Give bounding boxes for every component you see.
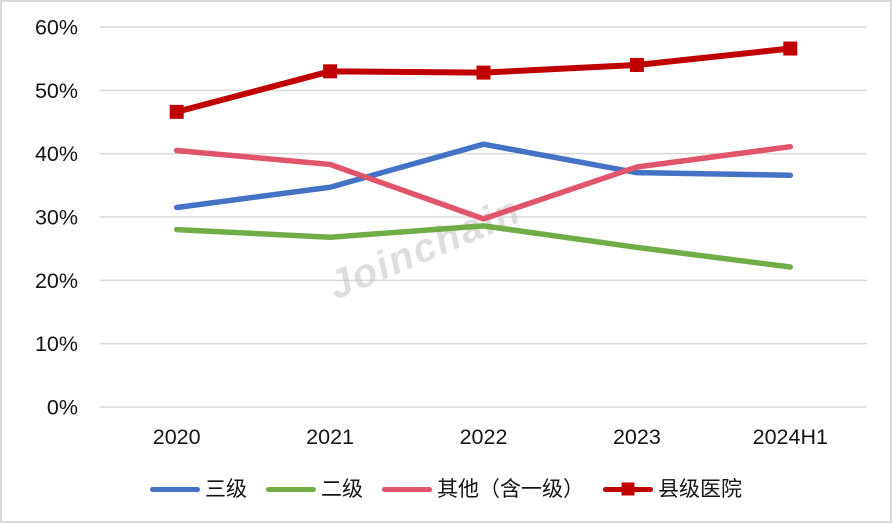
series-square-marker xyxy=(783,41,798,56)
y-axis-tick-label: 10% xyxy=(35,332,78,356)
series-line-1 xyxy=(173,141,794,211)
series-line-2 xyxy=(173,223,794,270)
legend-item-tier3: 三级 xyxy=(150,479,247,500)
series-square-marker xyxy=(323,64,338,79)
series-square-marker xyxy=(476,65,491,80)
legend-line-swatch-other xyxy=(382,486,432,492)
y-axis-tick-label: 30% xyxy=(35,206,78,230)
watermark: Joinchain xyxy=(322,188,528,308)
x-axis-tick-label: 2020 xyxy=(153,425,201,449)
y-axis-tick-label: 40% xyxy=(35,142,78,166)
chart-legend: 三级 二级 其他（含一级） 县级医院 xyxy=(2,468,890,510)
legend-line-square-swatch-county-hospital xyxy=(603,482,653,496)
series-line-3 xyxy=(173,143,794,222)
series-square-marker xyxy=(169,104,184,119)
x-axis-tick-label: 2021 xyxy=(306,425,354,449)
x-axis-tick-label: 2024H1 xyxy=(753,425,828,449)
legend-item-other: 其他（含一级） xyxy=(382,479,584,500)
legend-line-swatch-tier3 xyxy=(150,486,200,492)
legend-label-tier2: 二级 xyxy=(321,477,363,501)
line-chart-plot: 0% 10% 20% 30% 40% 50% 60% 2020 2021 2022 2023 2024… xyxy=(2,2,890,462)
legend-label-other: 其他（含一级） xyxy=(437,477,584,501)
legend-item-county-hospital: 县级医院 xyxy=(603,479,742,500)
x-axis-tick-label: 2023 xyxy=(613,425,661,449)
y-axis-tick-label: 0% xyxy=(47,396,78,420)
legend-label-county-hospital: 县级医院 xyxy=(658,477,742,501)
series-line-4 xyxy=(173,45,794,115)
y-axis-tick-label: 50% xyxy=(35,79,78,103)
x-axis-tick-label: 2022 xyxy=(460,425,508,449)
series-square-marker xyxy=(629,58,644,72)
legend-label-tier3: 三级 xyxy=(205,477,247,501)
legend-item-tier2: 二级 xyxy=(266,479,363,500)
y-axis-tick-label: 20% xyxy=(35,269,78,293)
legend-line-swatch-tier2 xyxy=(266,486,316,492)
y-axis-tick-label: 60% xyxy=(35,16,78,40)
